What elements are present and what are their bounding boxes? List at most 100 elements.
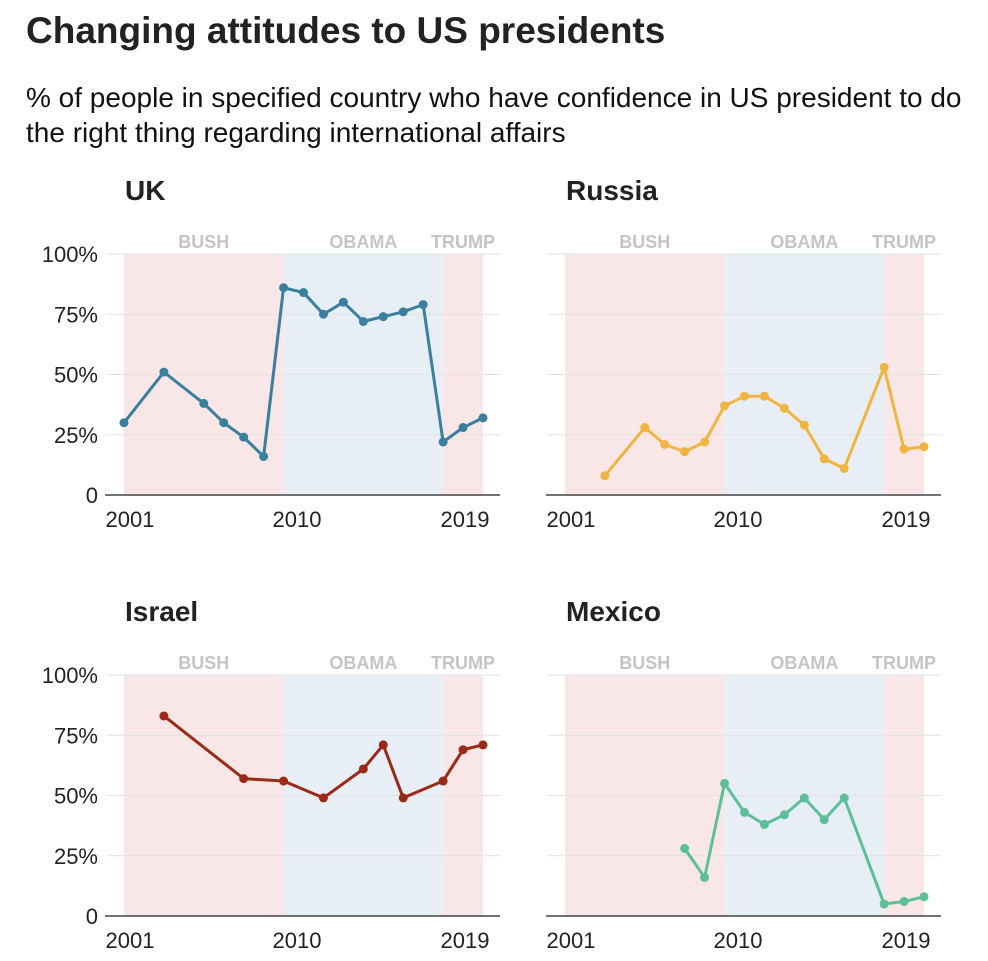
era-label: TRUMP — [431, 653, 495, 673]
data-point — [239, 774, 249, 784]
data-point — [660, 439, 670, 449]
y-tick-label: 100% — [42, 663, 98, 688]
panel-title: Mexico — [566, 596, 661, 627]
data-point — [799, 793, 809, 803]
x-tick-label: 2001 — [106, 928, 155, 953]
chart-subtitle: % of people in specified country who hav… — [26, 82, 962, 148]
data-point — [779, 810, 789, 820]
era-label: BUSH — [178, 232, 229, 252]
data-point — [919, 442, 929, 452]
data-point — [600, 471, 610, 481]
era-label: OBAMA — [329, 653, 397, 673]
data-point — [398, 307, 408, 317]
data-point — [839, 793, 849, 803]
data-point — [759, 391, 769, 401]
data-point — [239, 432, 249, 442]
y-tick-label: 75% — [54, 302, 98, 327]
data-point — [318, 309, 328, 319]
data-point — [799, 420, 809, 430]
data-point — [358, 316, 368, 326]
data-point — [458, 423, 468, 433]
x-tick-label: 2010 — [273, 928, 322, 953]
y-tick-label: 0 — [86, 483, 98, 508]
data-point — [759, 819, 769, 829]
era-label: TRUMP — [872, 232, 936, 252]
x-tick-label: 2019 — [882, 507, 931, 532]
era-label: TRUMP — [872, 653, 936, 673]
x-tick-label: 2010 — [273, 507, 322, 532]
data-point — [259, 451, 269, 461]
data-point — [159, 367, 169, 377]
data-point — [839, 463, 849, 473]
data-point — [358, 764, 368, 774]
data-point — [819, 815, 829, 825]
panel-mexico: Mexico BUSH OBAMA TRUMP 2001 2010 2019 — [546, 596, 941, 953]
data-point — [318, 793, 328, 803]
data-point — [879, 362, 889, 372]
data-point — [458, 745, 468, 755]
data-point — [199, 398, 209, 408]
data-point — [680, 447, 690, 457]
x-tick-label: 2019 — [441, 928, 490, 953]
data-point — [398, 793, 408, 803]
data-point — [700, 437, 710, 447]
data-point — [740, 807, 749, 817]
y-tick-label: 50% — [54, 784, 98, 809]
y-tick-label: 25% — [54, 844, 98, 869]
chart-title: Changing attitudes to US presidents — [26, 10, 666, 51]
data-point — [700, 872, 710, 882]
era-label: OBAMA — [770, 653, 838, 673]
data-point — [899, 444, 909, 454]
panel-title: UK — [125, 175, 165, 206]
data-point — [720, 778, 730, 788]
era-label: BUSH — [178, 653, 229, 673]
data-point — [680, 844, 690, 854]
x-tick-label: 2010 — [714, 928, 763, 953]
x-tick-label: 2019 — [441, 507, 490, 532]
series-line — [162, 714, 484, 800]
data-point — [478, 413, 488, 423]
data-point — [740, 391, 749, 401]
data-point — [438, 776, 448, 786]
data-point — [438, 437, 448, 447]
data-point — [640, 423, 650, 433]
data-point — [879, 899, 889, 909]
y-tick-label: 100% — [42, 242, 98, 267]
data-point — [919, 892, 929, 902]
x-tick-label: 2001 — [106, 507, 155, 532]
era-label: TRUMP — [431, 232, 495, 252]
x-tick-label: 2019 — [882, 928, 931, 953]
data-point — [279, 283, 289, 293]
data-point — [299, 288, 308, 298]
y-tick-label: 0 — [86, 904, 98, 929]
data-point — [418, 300, 428, 310]
y-tick-label: 50% — [54, 363, 98, 388]
data-point — [819, 454, 829, 464]
data-point — [219, 418, 229, 428]
data-point — [338, 297, 348, 307]
era-label: OBAMA — [329, 232, 397, 252]
data-point — [899, 897, 909, 907]
y-tick-label: 75% — [54, 723, 98, 748]
data-point — [779, 403, 789, 413]
data-point — [279, 776, 289, 786]
data-point — [119, 418, 129, 428]
x-tick-label: 2001 — [547, 928, 596, 953]
panel-israel: Israel BUSH OBAMA TRUMP 0 25% 50% 75% 100% 2001 20… — [42, 596, 500, 953]
era-label: BUSH — [619, 232, 670, 252]
panel-uk: UK BUSH OBAMA TRUMP 0 25% 50% 75% 100% 2001 2010 20… — [42, 175, 500, 532]
data-point — [378, 312, 388, 322]
data-point — [478, 740, 488, 750]
era-label: OBAMA — [770, 232, 838, 252]
panel-title: Russia — [566, 175, 658, 206]
data-point — [159, 711, 169, 721]
data-point — [378, 740, 388, 750]
era-label: BUSH — [619, 653, 670, 673]
x-tick-label: 2001 — [547, 507, 596, 532]
y-tick-label: 25% — [54, 423, 98, 448]
x-tick-label: 2010 — [714, 507, 763, 532]
panel-russia: Russia BUSH OBAMA TRUMP 2001 2010 2019 — [546, 175, 941, 532]
panel-title: Israel — [125, 596, 198, 627]
data-point — [720, 401, 730, 411]
